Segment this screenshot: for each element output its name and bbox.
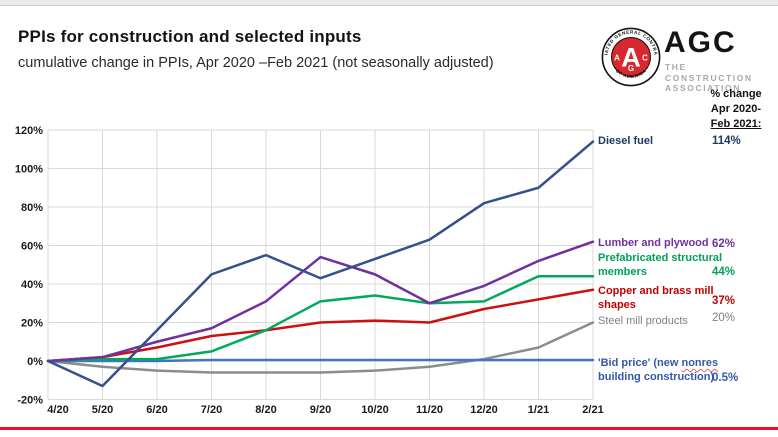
- series-label-lumber: Lumber and plywood: [598, 237, 709, 249]
- x-axis-tick-label: 6/20: [146, 404, 167, 416]
- nonres-word: nonres: [681, 357, 719, 369]
- series-line-steel-mill-products: [46, 321, 595, 374]
- y-axis-tick-label: 0%: [27, 356, 43, 368]
- x-axis-tick-label: 4/20: [47, 404, 68, 416]
- series-pct-prefab: 44%: [712, 266, 736, 278]
- x-axis-tick-label: 9/20: [310, 404, 331, 416]
- page-title: PPIs for construction and selected input…: [18, 27, 362, 46]
- window-top-strip: [0, 0, 778, 6]
- y-axis-tick-label: 40%: [21, 279, 43, 291]
- y-axis-tick-label: 120%: [15, 125, 43, 137]
- x-axis-tick-label: 11/20: [416, 404, 443, 416]
- seal-letter-small-a: A: [614, 54, 620, 63]
- y-axis-tick-label: -20%: [17, 395, 43, 407]
- series-label-steel: Steel mill products: [598, 315, 688, 327]
- seal-letter-a: A: [621, 43, 641, 73]
- series-line-diesel-fuel: [46, 140, 595, 388]
- series-line-copper-and-brass-mill-shapes: [46, 288, 595, 363]
- series-line-prefabricated-structural-members: [46, 275, 595, 363]
- pct-column-header: % change Apr 2020- Feb 2021:: [710, 88, 762, 130]
- y-axis-tick-label: 60%: [21, 241, 43, 253]
- series-label-copper: Copper and brass mill shapes: [598, 285, 714, 311]
- series-pct-steel: 20%: [712, 312, 736, 324]
- series-line-lumber-and-plywood: [46, 240, 595, 363]
- x-axis-tick-label: 10/20: [361, 404, 389, 416]
- x-axis-tick-label: 8/20: [255, 404, 276, 416]
- series-pct-lumber: 62%: [712, 238, 736, 250]
- y-axis-tick-label: 80%: [21, 202, 43, 214]
- series-pct-bid-price: 0.5%: [712, 372, 739, 384]
- series-label-diesel-fuel: Diesel fuel: [598, 135, 654, 147]
- series-line-bid-price-new-nonres-building-construction: [46, 358, 595, 363]
- x-axis-tick-label: 2/21: [582, 404, 603, 416]
- agc-wordmark: AGC: [664, 26, 737, 59]
- x-axis-tick-label: 5/20: [92, 404, 113, 416]
- x-axis-tick-label: 7/20: [201, 404, 222, 416]
- y-axis-tick-label: 100%: [15, 164, 43, 176]
- bottom-red-divider: [0, 427, 778, 430]
- series-label-prefab: Prefabricated structural members: [598, 252, 723, 278]
- page-subtitle: cumulative change in PPIs, Apr 2020 –Feb…: [18, 55, 494, 71]
- seal-letter-small-c: C: [642, 54, 648, 63]
- x-axis-tick-label: 1/21: [528, 404, 549, 416]
- y-axis-tick-label: 20%: [21, 318, 43, 330]
- agc-seal-icon: ASSOCIATED GENERAL CONTRACTORS • OF AMER…: [601, 27, 661, 87]
- series-pct-diesel-fuel: 114%: [712, 135, 741, 147]
- series-label-bid-price: 'Bid price' (new nonres building constru…: [598, 357, 719, 383]
- agc-logo: ASSOCIATED GENERAL CONTRACTORS • OF AMER…: [598, 24, 773, 93]
- series-pct-copper: 37%: [712, 295, 736, 307]
- agc-tagline: THE CONSTRUCTION ASSOCIATION: [665, 62, 753, 93]
- seal-letter-small-g: G: [628, 64, 634, 73]
- x-axis-tick-label: 12/20: [470, 404, 498, 416]
